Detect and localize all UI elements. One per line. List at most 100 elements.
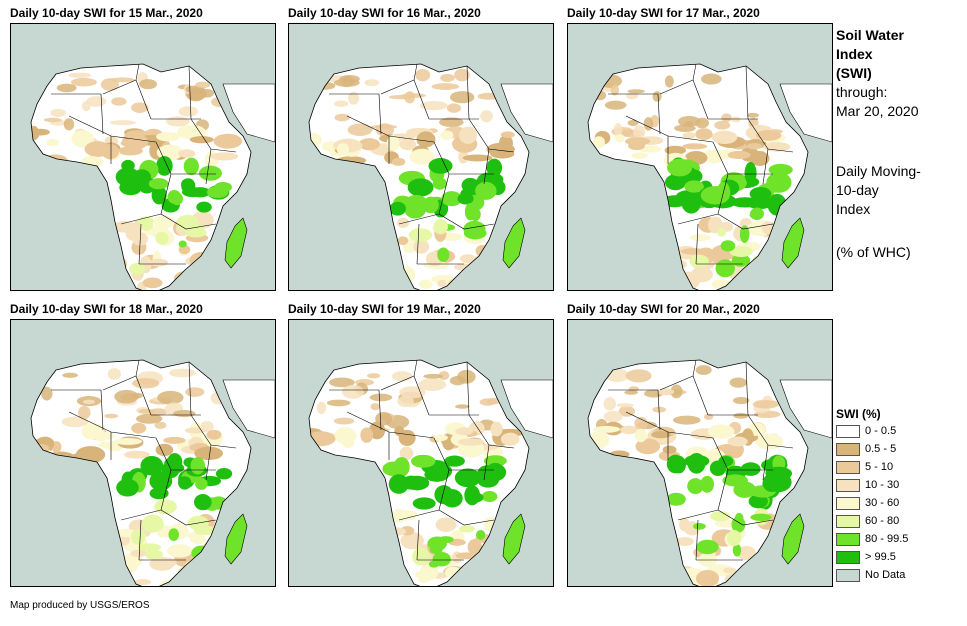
wet-patch-south xyxy=(750,207,764,220)
country-border xyxy=(762,148,769,185)
wet-patch xyxy=(744,161,757,185)
africa-swi-map[interactable] xyxy=(10,23,276,291)
sahel-patch xyxy=(189,136,214,144)
country-border xyxy=(188,65,192,120)
wet-patch-south xyxy=(717,227,726,237)
dry-patch xyxy=(603,396,616,411)
country-border xyxy=(398,213,440,225)
africa-swi-map[interactable] xyxy=(567,23,833,291)
africa-swi-map[interactable] xyxy=(288,319,554,587)
sahel-patch xyxy=(457,438,485,446)
wet-patch-south xyxy=(689,254,709,268)
south-patch xyxy=(393,510,418,521)
wet-patch xyxy=(410,454,436,468)
sahel-patch xyxy=(682,143,708,150)
dry-patch xyxy=(43,117,62,123)
wet-patch xyxy=(388,474,409,494)
sahel-patch xyxy=(31,125,40,141)
wet-patch xyxy=(681,192,701,214)
sahel-patch xyxy=(707,424,735,439)
wet-patch xyxy=(161,464,180,479)
sahel-patch xyxy=(101,144,119,160)
africa-swi-map[interactable] xyxy=(567,319,833,587)
sahel-patch xyxy=(651,431,671,439)
africa-swi-map[interactable] xyxy=(288,23,554,291)
country-border xyxy=(695,223,699,265)
wet-patch-south xyxy=(470,207,481,222)
wet-patch xyxy=(132,169,151,185)
dry-patch xyxy=(731,116,741,123)
legend-title: SWI (%) xyxy=(836,407,881,421)
country-border xyxy=(205,148,212,185)
sahel-patch xyxy=(749,151,770,166)
legend-item: 60 - 80 xyxy=(836,513,899,531)
dry-patch xyxy=(610,84,620,96)
sahel-patch xyxy=(711,130,738,145)
country-border xyxy=(692,359,697,377)
legend-item: No Data xyxy=(836,567,905,585)
wet-patch xyxy=(178,476,192,490)
dry-patch xyxy=(62,372,78,378)
country-border xyxy=(51,389,104,431)
wet-patch-south xyxy=(715,259,735,278)
dry-patch xyxy=(131,102,149,113)
sahel-patch xyxy=(462,154,493,162)
wet-patch xyxy=(733,481,756,498)
dry-patch xyxy=(627,119,639,127)
dry-patch xyxy=(185,387,205,397)
south-patch xyxy=(419,279,433,290)
south-patch xyxy=(167,544,193,558)
dry-patch xyxy=(397,396,414,408)
country-border xyxy=(438,213,495,230)
dry-patch xyxy=(168,368,196,378)
sahel-patch xyxy=(71,130,95,148)
dry-patch xyxy=(329,377,355,388)
dry-patch xyxy=(347,123,373,136)
coastline xyxy=(587,359,809,586)
dry-patch xyxy=(41,386,53,401)
sahel-patch xyxy=(727,150,751,160)
map-svg xyxy=(289,320,553,586)
country-border xyxy=(416,519,420,561)
wet-patch xyxy=(215,467,233,480)
legend-item: 80 - 99.5 xyxy=(836,531,908,549)
wet-patch-south xyxy=(141,514,164,533)
legend-item: 30 - 60 xyxy=(836,495,899,513)
dry-patch xyxy=(111,97,127,106)
wet-patch xyxy=(766,172,792,193)
wet-patch xyxy=(700,475,714,493)
dry-patch xyxy=(391,371,413,382)
legend: SWI (%) 0 - 0.5 0.5 - 5 5 - 10 10 - 30 3… xyxy=(836,405,908,585)
legend-label: 0.5 - 5 xyxy=(865,443,897,455)
madagascar xyxy=(781,217,805,269)
dry-patch xyxy=(109,77,135,83)
legend-item: 0 - 0.5 xyxy=(836,423,896,441)
africa-swi-map[interactable] xyxy=(10,319,276,587)
wet-patch xyxy=(412,497,436,510)
coastline xyxy=(30,63,252,290)
dry-patch xyxy=(643,117,654,131)
panel-title: Daily 10-day SWI for 17 Mar., 2020 xyxy=(567,6,760,20)
wet-patch xyxy=(194,493,212,511)
wet-patch-south xyxy=(696,539,719,555)
dry-patch xyxy=(61,416,89,428)
country-border xyxy=(717,469,729,511)
dry-patch xyxy=(166,116,190,127)
legend-swatch xyxy=(836,425,860,438)
dry-patch xyxy=(138,408,155,414)
dry-patch xyxy=(479,398,496,406)
sahel-patch xyxy=(156,132,180,142)
legend-item: 10 - 30 xyxy=(836,477,899,495)
wet-patch xyxy=(148,178,169,190)
dry-patch xyxy=(423,373,443,379)
sahel-patch xyxy=(662,445,677,454)
panel-title: Daily 10-day SWI for 20 Mar., 2020 xyxy=(567,302,760,316)
dry-patch xyxy=(420,100,448,111)
dry-patch xyxy=(431,83,460,90)
south-patch xyxy=(130,549,148,558)
dry-patch xyxy=(199,88,215,98)
sahel-patch xyxy=(500,131,515,138)
sahel-patch xyxy=(194,446,224,461)
sahel-patch xyxy=(336,143,350,156)
wet-patch-south xyxy=(185,228,207,238)
